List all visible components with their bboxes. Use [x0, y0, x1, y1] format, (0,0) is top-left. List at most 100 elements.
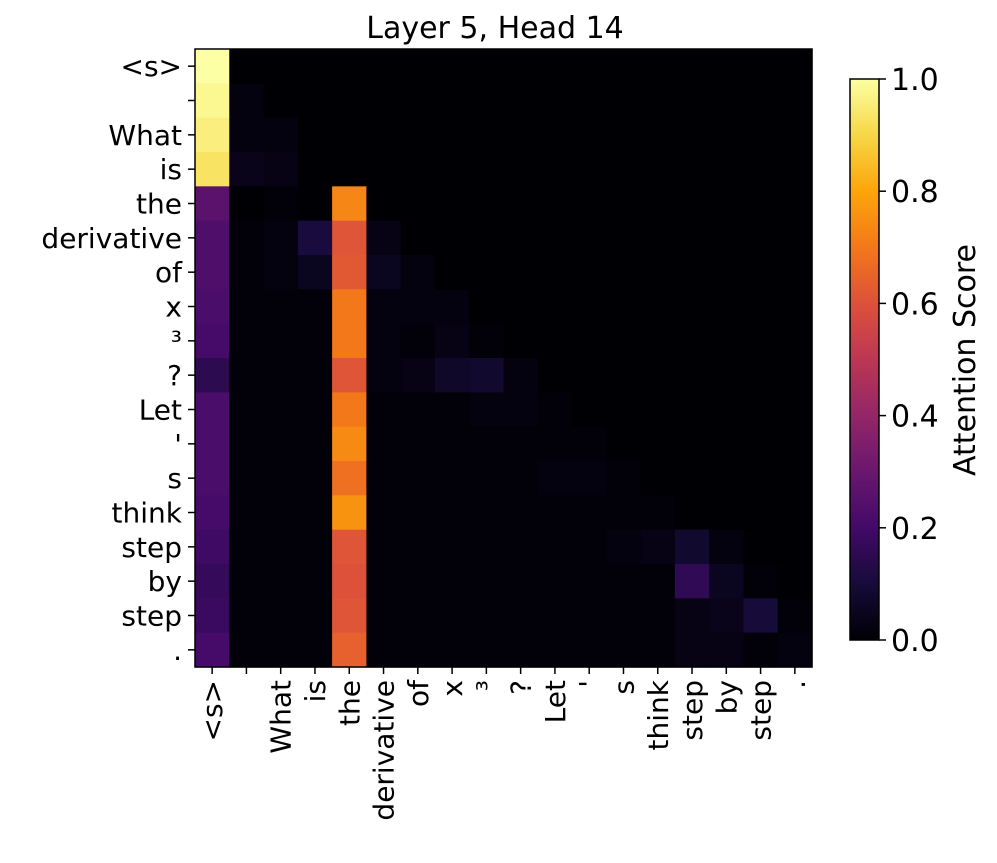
heatmap-cell [297, 564, 333, 599]
heatmap-cell [229, 117, 265, 153]
heatmap-cell [572, 461, 607, 496]
heatmap-cells [195, 49, 813, 668]
heatmap-cell [606, 186, 642, 222]
heatmap-cell [263, 358, 299, 393]
heatmap-cell [434, 598, 470, 634]
x-tick-label: ? [505, 680, 538, 695]
heatmap-cell [743, 289, 779, 325]
heatmap-cell [743, 83, 779, 119]
heatmap-cell [572, 255, 607, 290]
heatmap-cell [743, 49, 779, 84]
heatmap-cell [263, 598, 299, 634]
heatmap-cell [537, 83, 573, 119]
heatmap-cell [297, 323, 333, 359]
heatmap-cell [709, 152, 745, 187]
heatmap-cell [572, 323, 607, 359]
heatmap-cell [229, 255, 265, 290]
heatmap-cell [366, 49, 402, 84]
heatmap-cell [400, 426, 436, 462]
heatmap-cell [469, 564, 505, 599]
heatmap-cell [263, 392, 299, 428]
heatmap-cell [709, 358, 745, 393]
heatmap-cell [469, 289, 505, 325]
heatmap-cell [777, 461, 813, 496]
heatmap-cell [674, 598, 710, 634]
heatmap-cell [297, 358, 333, 393]
heatmap-cell [263, 529, 299, 565]
x-tick-label: <s> [196, 680, 229, 742]
heatmap-cell [777, 495, 813, 531]
heatmap-cell [572, 598, 607, 634]
heatmap-cell [640, 152, 676, 187]
heatmap-cell [640, 564, 676, 599]
heatmap-cell [366, 220, 402, 256]
heatmap-cell [366, 632, 402, 668]
heatmap-cell [674, 186, 710, 222]
heatmap-cell [674, 117, 710, 153]
heatmap-cell [195, 255, 230, 290]
heatmap-cell [572, 289, 607, 325]
heatmap-cell [743, 632, 779, 668]
heatmap-cell [400, 392, 436, 428]
heatmap-cell [434, 632, 470, 668]
heatmap-cell [743, 358, 779, 393]
heatmap-cell [572, 152, 607, 187]
heatmap-cell [469, 186, 505, 222]
heatmap-cell [640, 529, 676, 565]
heatmap-cell [674, 426, 710, 462]
heatmap-cell [674, 632, 710, 668]
heatmap-cell [709, 255, 745, 290]
heatmap-cell [537, 186, 573, 222]
y-axis-tick-labels: <s>Whatisthederivativeofx³?Let'sthinkste… [41, 50, 183, 667]
heatmap-cell [229, 461, 265, 496]
heatmap-cell [366, 323, 402, 359]
heatmap-cell [640, 83, 676, 119]
heatmap-cell [332, 495, 367, 531]
heatmap-cell [503, 49, 539, 84]
heatmap-cell [777, 358, 813, 393]
heatmap-cell [537, 598, 573, 634]
x-axis-tick-labels: <s> What is the derivative of x ³? Let ' s think ste… [196, 679, 812, 821]
heatmap-cell [777, 598, 813, 634]
heatmap-cell [434, 49, 470, 84]
heatmap-cell [709, 220, 745, 256]
heatmap-cell [229, 83, 265, 119]
heatmap-cell [640, 49, 676, 84]
heatmap-cell [640, 323, 676, 359]
axis-ticks [188, 65, 796, 674]
heatmap-cell [297, 117, 333, 153]
heatmap-cell [777, 83, 813, 119]
x-tick-label: . [779, 680, 812, 689]
heatmap-cell [572, 495, 607, 531]
y-tick-label: the [136, 188, 182, 221]
heatmap-cell [743, 529, 779, 565]
heatmap-cell [297, 152, 333, 187]
heatmap-cell [537, 49, 573, 84]
heatmap-cell [640, 598, 676, 634]
y-tick-label: ' [174, 428, 182, 461]
x-tick-label: think [642, 679, 675, 750]
heatmap-cell [434, 83, 470, 119]
heatmap-cell [606, 323, 642, 359]
heatmap-cell [674, 83, 710, 119]
heatmap-cell [537, 461, 573, 496]
heatmap-cell [332, 220, 367, 256]
heatmap-cell [709, 426, 745, 462]
heatmap-cell [674, 529, 710, 565]
heatmap-cell [709, 323, 745, 359]
heatmap-cell [400, 529, 436, 565]
colorbar-tick-label: 0.0 [891, 624, 939, 659]
heatmap-cell [332, 461, 367, 496]
heatmap-cell [400, 358, 436, 393]
heatmap-cell [332, 426, 367, 462]
heatmap-cell [537, 152, 573, 187]
heatmap-cell [297, 289, 333, 325]
heatmap-cell [606, 255, 642, 290]
heatmap-cell [537, 117, 573, 153]
heatmap-cell [709, 564, 745, 599]
heatmap-cell [777, 289, 813, 325]
heatmap-cell [332, 255, 367, 290]
heatmap-cell [229, 392, 265, 428]
y-tick-label: Let [139, 394, 182, 427]
heatmap-cell [229, 220, 265, 256]
